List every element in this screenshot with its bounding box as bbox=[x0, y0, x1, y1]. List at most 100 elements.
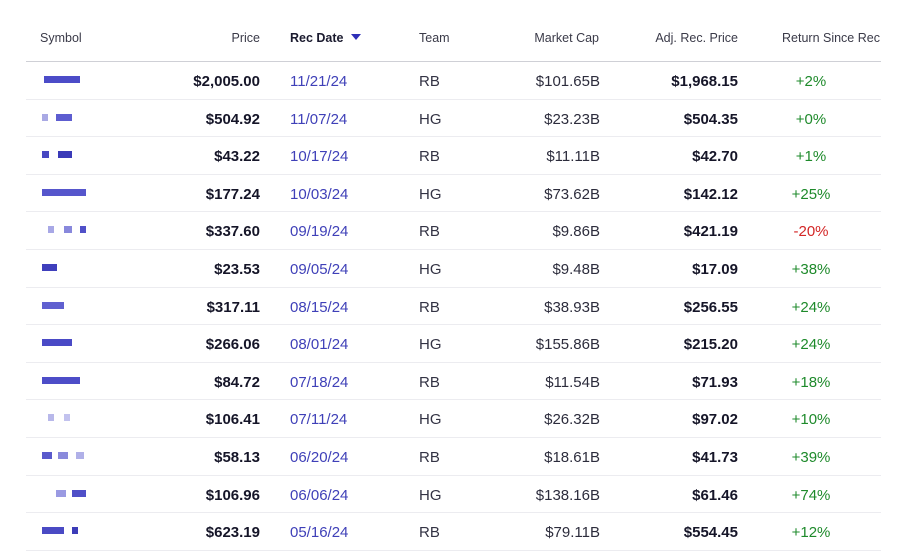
table-row[interactable]: $84.72 07/18/24 RB $11.54B $71.93 +18% bbox=[0, 363, 919, 401]
table-row[interactable]: $106.96 06/06/24 HG $138.16B $61.46 +74% bbox=[0, 476, 919, 514]
team-cell: RB bbox=[419, 148, 440, 166]
column-header-symbol[interactable]: Symbol bbox=[40, 31, 82, 45]
adj-rec-price-cell: $61.46 bbox=[692, 486, 738, 504]
rec-date-link[interactable]: 10/17/24 bbox=[290, 148, 349, 166]
rec-date-link[interactable]: 10/03/24 bbox=[290, 185, 349, 203]
rec-date-link[interactable]: 05/16/24 bbox=[290, 524, 349, 542]
adj-rec-price-cell: $71.93 bbox=[692, 373, 738, 391]
market-cap-cell: $79.11B bbox=[545, 524, 600, 542]
adj-rec-price-cell: $42.70 bbox=[692, 148, 738, 166]
rec-date-link[interactable]: 06/20/24 bbox=[290, 448, 349, 466]
table-row[interactable]: $177.24 10/03/24 HG $73.62B $142.12 +25% bbox=[0, 175, 919, 213]
pixelation-block bbox=[42, 263, 57, 271]
pixelation-block bbox=[56, 113, 72, 121]
team-cell: HG bbox=[419, 260, 442, 278]
team-cell: HG bbox=[419, 185, 442, 203]
adj-rec-price-cell: $554.45 bbox=[683, 524, 738, 542]
market-cap-cell: $9.48B bbox=[552, 260, 600, 278]
rec-date-link[interactable]: 11/21/24 bbox=[290, 73, 348, 90]
table-row[interactable]: $58.13 06/20/24 RB $18.61B $41.73 +39% bbox=[0, 438, 919, 476]
rec-date-link[interactable]: 06/06/24 bbox=[290, 486, 349, 504]
adj-rec-price-cell: $256.55 bbox=[683, 298, 738, 316]
table-row[interactable]: $623.19 05/16/24 RB $79.11B $554.45 +12% bbox=[0, 513, 919, 551]
column-header-team[interactable]: Team bbox=[419, 31, 450, 45]
price-cell: $623.19 bbox=[205, 524, 260, 542]
column-header-price[interactable]: Price bbox=[231, 31, 260, 45]
pixelation-block bbox=[42, 451, 52, 459]
return-cell: +18% bbox=[791, 373, 831, 391]
pixelation-block bbox=[58, 451, 68, 459]
pixelation-block bbox=[48, 226, 54, 234]
table-row[interactable]: $23.53 09/05/24 HG $9.48B $17.09 +38% bbox=[0, 250, 919, 288]
table-row[interactable]: $43.22 10/17/24 RB $11.11B $42.70 +1% bbox=[0, 137, 919, 175]
team-cell: HG bbox=[419, 110, 442, 128]
pixelation-block bbox=[64, 226, 72, 234]
pixelation-block bbox=[42, 188, 86, 196]
adj-rec-price-cell: $215.20 bbox=[683, 336, 738, 354]
market-cap-cell: $26.32B bbox=[544, 411, 600, 429]
pixelation-block bbox=[80, 226, 86, 234]
table-row[interactable]: $2,005.00 11/21/24 RB $101.65B $1,968.15 +2% bbox=[0, 62, 919, 100]
pixelation-block bbox=[42, 376, 80, 384]
column-header-market-cap[interactable]: Market Cap bbox=[534, 31, 599, 45]
price-cell: $106.41 bbox=[205, 411, 260, 429]
price-cell: $266.06 bbox=[205, 336, 260, 354]
price-cell: $2,005.00 bbox=[193, 73, 260, 90]
rec-date-link[interactable]: 08/15/24 bbox=[290, 298, 349, 316]
team-cell: RB bbox=[419, 524, 440, 542]
table-row[interactable]: $504.92 11/07/24 HG $23.23B $504.35 +0% bbox=[0, 100, 919, 138]
column-header-rec-date[interactable]: Rec Date bbox=[290, 30, 361, 46]
column-header-return-since-rec[interactable]: Return Since Rec bbox=[782, 31, 880, 45]
pixelation-block bbox=[44, 76, 80, 83]
rec-date-link[interactable]: 11/07/24 bbox=[290, 110, 348, 128]
price-cell: $84.72 bbox=[214, 373, 260, 391]
team-cell: RB bbox=[419, 373, 440, 391]
team-cell: HG bbox=[419, 486, 442, 504]
team-cell: RB bbox=[419, 298, 440, 316]
pixelation-block bbox=[64, 414, 70, 422]
return-cell: +1% bbox=[795, 148, 827, 166]
pixelation-block bbox=[72, 489, 86, 497]
rec-date-link[interactable]: 09/19/24 bbox=[290, 223, 349, 241]
price-cell: $317.11 bbox=[206, 298, 260, 316]
market-cap-cell: $23.23B bbox=[544, 110, 600, 128]
price-cell: $504.92 bbox=[205, 110, 260, 128]
caret-down-icon bbox=[350, 34, 361, 40]
team-cell: RB bbox=[419, 448, 440, 466]
adj-rec-price-cell: $421.19 bbox=[683, 223, 738, 241]
rec-date-header-label: Rec Date bbox=[290, 31, 344, 45]
rec-date-link[interactable]: 07/18/24 bbox=[290, 373, 349, 391]
pixelation-block bbox=[42, 151, 49, 159]
team-cell: RB bbox=[419, 223, 440, 241]
rec-date-link[interactable]: 09/05/24 bbox=[290, 260, 349, 278]
adj-rec-price-cell: $1,968.15 bbox=[671, 73, 738, 90]
rec-date-link[interactable]: 07/11/24 bbox=[290, 411, 348, 429]
adj-rec-price-cell: $504.35 bbox=[683, 110, 738, 128]
return-cell: +39% bbox=[791, 448, 831, 466]
return-cell: +12% bbox=[791, 524, 831, 542]
pixelation-block bbox=[56, 489, 66, 497]
column-header-adj-rec-price[interactable]: Adj. Rec. Price bbox=[655, 31, 738, 45]
return-cell: +24% bbox=[791, 336, 831, 354]
pixelation-block bbox=[48, 414, 54, 422]
table-row[interactable]: $317.11 08/15/24 RB $38.93B $256.55 +24% bbox=[0, 288, 919, 326]
price-cell: $43.22 bbox=[214, 148, 260, 166]
rec-date-link[interactable]: 08/01/24 bbox=[290, 336, 349, 354]
price-cell: $177.24 bbox=[205, 185, 260, 203]
market-cap-cell: $155.86B bbox=[535, 336, 600, 354]
return-cell: +38% bbox=[791, 260, 831, 278]
table-row[interactable]: $106.41 07/11/24 HG $26.32B $97.02 +10% bbox=[0, 400, 919, 438]
adj-rec-price-cell: $17.09 bbox=[692, 260, 738, 278]
return-cell: +10% bbox=[791, 411, 831, 429]
pixelation-block bbox=[72, 527, 78, 535]
return-cell: +24% bbox=[791, 298, 831, 316]
market-cap-cell: $38.93B bbox=[544, 298, 600, 316]
market-cap-cell: $11.11B bbox=[546, 148, 600, 166]
table-row[interactable]: $266.06 08/01/24 HG $155.86B $215.20 +24% bbox=[0, 325, 919, 363]
team-cell: HG bbox=[419, 411, 442, 429]
market-cap-cell: $11.54B bbox=[545, 373, 600, 391]
price-cell: $337.60 bbox=[205, 223, 260, 241]
table-row[interactable]: $337.60 09/19/24 RB $9.86B $421.19 -20% bbox=[0, 212, 919, 250]
table-header: Symbol Price Rec Date Team Market Cap Ad… bbox=[0, 0, 919, 62]
